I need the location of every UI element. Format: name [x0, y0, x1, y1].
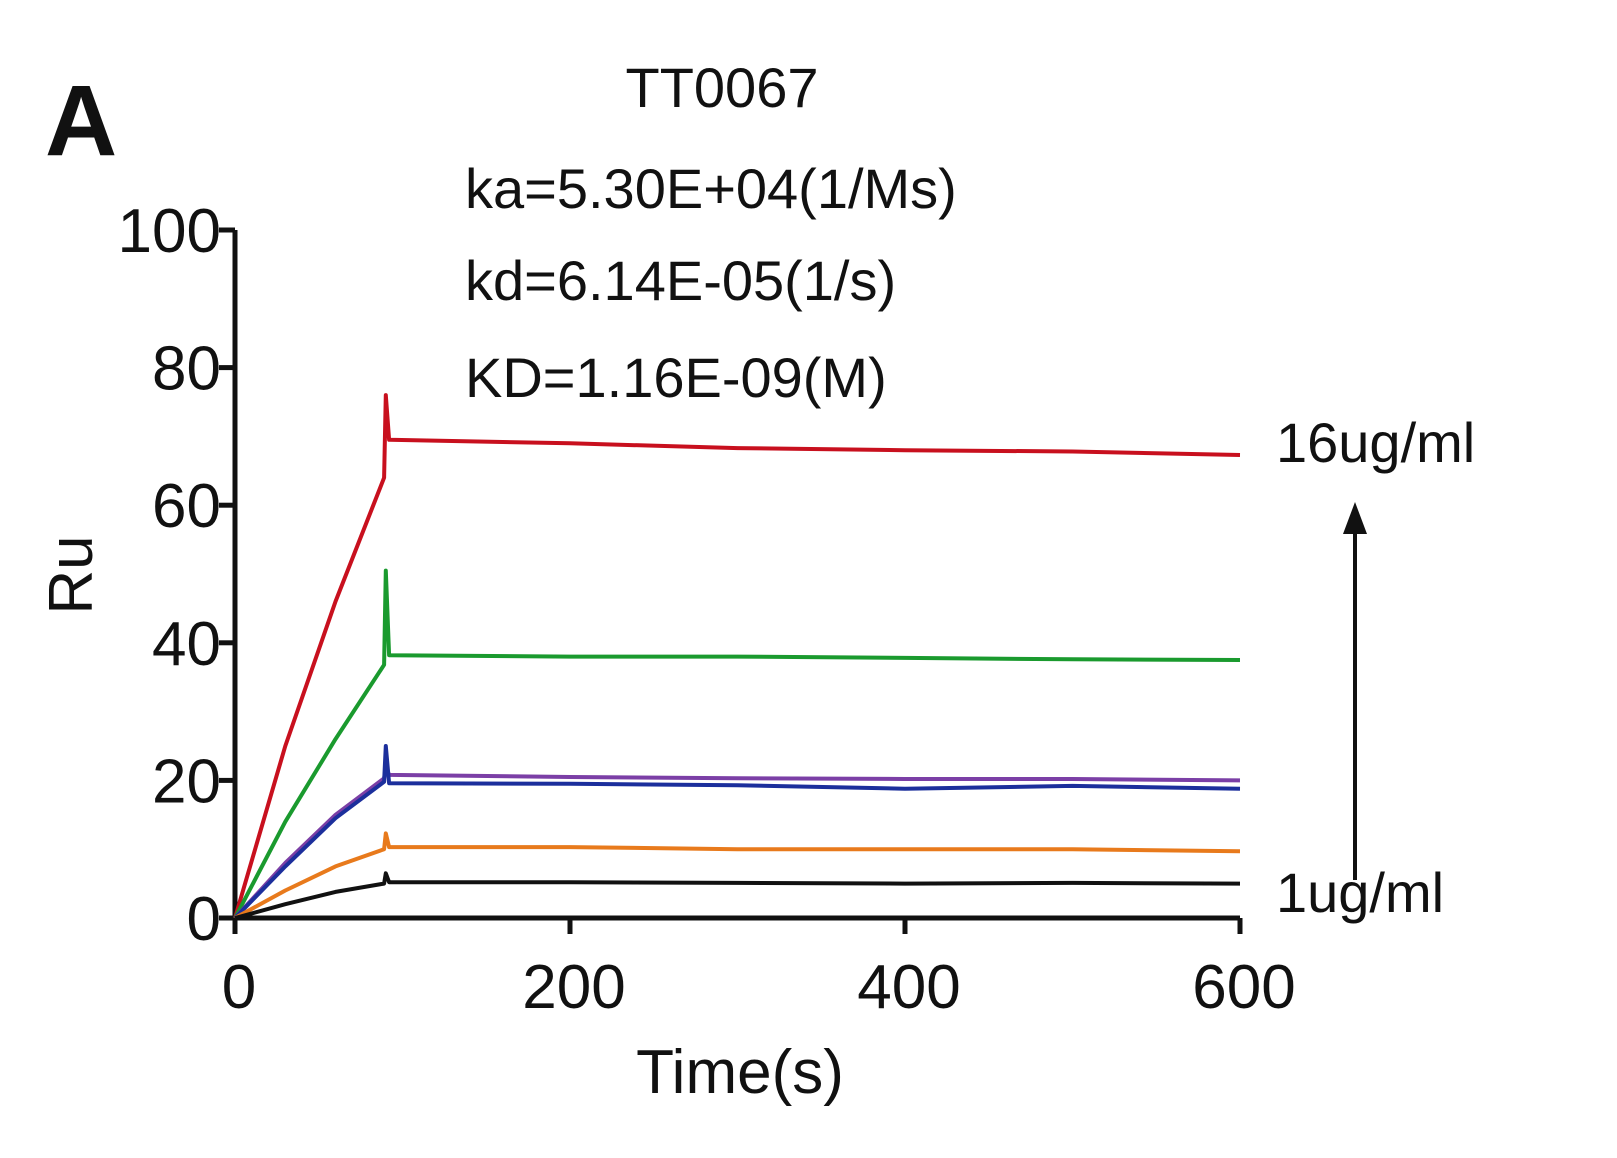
x-tick-label: 0 — [222, 953, 256, 1022]
y-tick-label: 100 — [118, 197, 221, 266]
y-tick-label: 20 — [152, 747, 221, 816]
ka-annotation: ka=5.30E+04(1/Ms) — [465, 157, 957, 220]
series-line-1 — [233, 568, 1241, 919]
chart-title: TT0067 — [626, 56, 819, 119]
series-line-4 — [234, 831, 1241, 920]
kd-annotation: kd=6.14E-05(1/s) — [465, 249, 896, 312]
axes: 0 20 40 60 80 100 0 200 400 600 — [118, 197, 1296, 1022]
x-tick-label: 600 — [1192, 953, 1295, 1022]
y-tick-label: 0 — [187, 885, 221, 954]
series-line-0 — [233, 393, 1241, 919]
y-axis-label: Ru — [37, 535, 106, 614]
y-tick-label: 40 — [152, 610, 221, 679]
bottom-concentration-label: 1ug/ml — [1276, 861, 1444, 924]
series-lines — [233, 393, 1241, 920]
panel-label: A — [45, 65, 117, 177]
y-tick-label: 60 — [152, 472, 221, 541]
top-concentration-label: 16ug/ml — [1276, 411, 1475, 474]
series-line-3 — [233, 744, 1241, 920]
y-tick-label: 80 — [152, 335, 221, 404]
series-line-5 — [234, 871, 1241, 920]
KD-annotation: KD=1.16E-09(M) — [465, 346, 887, 409]
x-axis-label: Time(s) — [636, 1038, 844, 1107]
concentration-arrow-head — [1343, 502, 1367, 534]
x-tick-label: 400 — [857, 953, 960, 1022]
x-tick-label: 200 — [522, 953, 625, 1022]
